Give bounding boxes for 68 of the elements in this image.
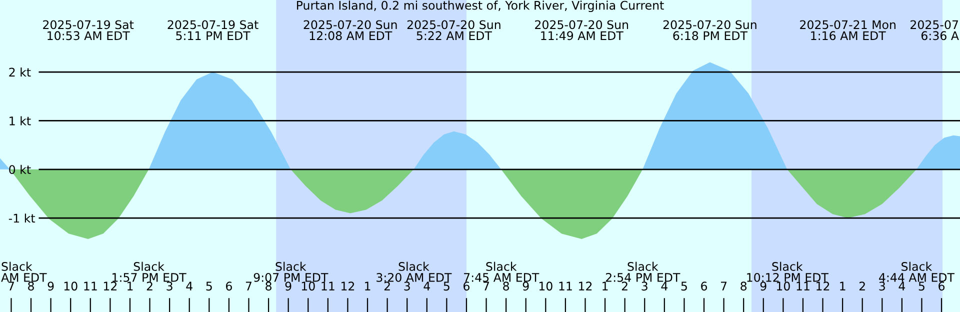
x-tick-label: 12 <box>104 282 117 290</box>
annotation: 2025-07-20 Sun 5:22 AM EDT <box>407 20 500 40</box>
x-tick-label: 9 <box>760 282 766 291</box>
x-tick-label: 9 <box>285 282 292 291</box>
x-tick-label: 3 <box>404 282 410 291</box>
x-tick-label: 1 <box>602 282 608 290</box>
y-tick-label: -1 kt <box>8 214 36 223</box>
annotation: 2025-07-19 Sat 5:11 PM EDT <box>168 20 258 40</box>
y-tick-label: 2 kt <box>9 68 31 77</box>
x-tick-label: 2 <box>622 282 628 290</box>
annotation: Slack 10:12 PM EDT <box>747 262 828 282</box>
x-tick-label: 6 <box>701 282 708 291</box>
x-tick-label: 10 <box>302 282 315 291</box>
annotation: 2025-07-20 Sun 6:18 PM EDT <box>663 20 756 40</box>
x-tick-label: 5 <box>918 282 924 291</box>
annotation: Slack 3:20 AM EDT <box>376 262 452 282</box>
x-tick-label: 2 <box>384 282 390 290</box>
annotation: Slack 4:44 AM EDT <box>879 262 955 282</box>
x-tick-label: 8 <box>503 282 510 291</box>
x-tick-label: 8 <box>266 282 272 291</box>
x-tick-label: 10 <box>64 282 78 291</box>
x-tick-label: 4 <box>661 282 668 290</box>
x-tick-label: 12 <box>579 282 592 290</box>
x-tick-label: 6 <box>938 282 945 291</box>
x-tick-label: 11 <box>796 282 810 290</box>
x-tick-label: 2 <box>146 282 152 290</box>
x-tick-label: 7 <box>483 282 490 290</box>
annotation: Slack AM EDT <box>1 262 47 282</box>
x-tick-label: 11 <box>322 282 334 290</box>
annotation: Slack 7:45 AM EDT <box>464 262 540 282</box>
annotation: 2025-07-21 Mon 1:16 AM EDT <box>800 20 896 40</box>
x-tick-label: 10 <box>539 282 552 291</box>
x-tick-label: 6 <box>464 282 470 291</box>
x-tick-label: 3 <box>879 282 885 291</box>
annotation: Slack 2:54 PM EDT <box>606 262 680 282</box>
x-tick-label: 10 <box>776 282 790 291</box>
annotation: 2025-07-20 Sun 12:08 AM EDT <box>304 20 397 40</box>
chart-title: Purtan Island, 0.2 mi southwest of, York River, Virginia Current <box>297 0 664 12</box>
annotation: 2025-07-19 Sat 10:53 AM EDT <box>43 20 134 40</box>
x-tick-label: 7 <box>246 282 252 290</box>
x-tick-label: 8 <box>28 282 34 291</box>
annotation: Slack 9:07 PM EDT <box>254 262 328 282</box>
annotation: 2025-07-20 Sun 11:49 AM EDT <box>535 20 628 40</box>
x-tick-label: 5 <box>444 282 450 291</box>
y-tick-label: 1 kt <box>10 116 31 126</box>
x-tick-label: 1 <box>840 282 846 290</box>
x-tick-label: 7 <box>721 282 727 290</box>
x-tick-label: 12 <box>816 282 830 290</box>
x-tick-label: 3 <box>166 282 172 291</box>
x-tick-label: 9 <box>48 282 54 291</box>
x-tick-label: 4 <box>424 282 430 290</box>
annotation: Slack 1:57 PM EDT <box>112 262 186 282</box>
x-tick-label: 7 <box>8 282 14 290</box>
x-tick-label: 9 <box>522 282 529 291</box>
x-tick-label: 2 <box>859 282 865 290</box>
x-tick-label: 4 <box>186 282 192 290</box>
x-tick-label: 1 <box>128 282 133 290</box>
x-tick-label: 5 <box>206 282 212 291</box>
annotation: 2025-07 6:36 A <box>910 20 959 40</box>
x-tick-label: 3 <box>642 282 648 291</box>
x-tick-label: 5 <box>681 282 687 291</box>
x-tick-label: 6 <box>226 282 232 291</box>
x-tick-label: 12 <box>341 282 354 290</box>
x-tick-label: 1 <box>365 282 370 290</box>
x-tick-label: 11 <box>84 282 97 290</box>
x-tick-label: 4 <box>898 282 906 290</box>
x-tick-label: 11 <box>559 282 572 290</box>
x-tick-label: 8 <box>740 282 747 291</box>
